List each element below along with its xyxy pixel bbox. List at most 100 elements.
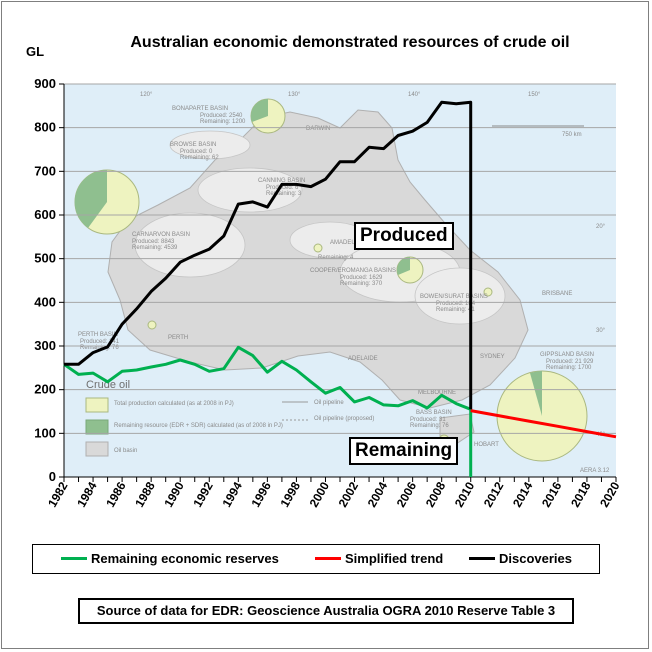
basin-produced-carnarvon: Produced: 8843 <box>132 239 175 245</box>
y-tick-label: 600 <box>34 207 56 222</box>
basin-label-perth: PERTH BASIN <box>78 332 118 338</box>
basin-label-cooper: COOPER/EROMANGA BASINS <box>310 268 396 274</box>
y-tick-label: 200 <box>34 382 56 397</box>
x-tick-label: 2020 <box>597 479 623 509</box>
basin-produced-bass: Produced: 31 <box>410 417 446 423</box>
basin-label-canning: CANNING BASIN <box>258 178 305 184</box>
x-tick-label: 1992 <box>190 479 216 509</box>
x-tick-label: 1988 <box>132 479 158 509</box>
map-legend-title: Crude oil <box>86 379 130 391</box>
basin-remaining-carnarvon: Remaining: 4539 <box>132 245 178 251</box>
legend-item-remaining: Remaining economic reserves <box>61 551 279 566</box>
basin-label-bonaparte: BONAPARTE BASIN <box>172 106 228 112</box>
pie-amadeus <box>313 243 323 253</box>
map-legend-pipeline-proposed: Oil pipeline (proposed) <box>314 416 374 422</box>
y-tick-label: 400 <box>34 294 56 309</box>
x-tick-label: 1984 <box>74 479 100 509</box>
map-legend-pipeline: Oil pipeline <box>314 400 344 406</box>
legend-label-discoveries: Discoveries <box>499 551 572 566</box>
map-legend-item-basin: Oil basin <box>114 448 137 454</box>
map-legend-item-production: Total production calculated (as at 2008 … <box>114 401 234 407</box>
longitude-label-140: 140° <box>408 92 421 98</box>
pie-carnarvon-remaining <box>74 169 107 228</box>
x-tick-label: 1994 <box>219 479 245 509</box>
basin-shape-bowen <box>414 267 506 325</box>
x-tick-label: 1998 <box>278 479 304 509</box>
basin-produced-gippsland: Produced: 21 929 <box>546 359 594 365</box>
y-axis-unit-label: GL <box>26 44 45 59</box>
map-legend-swatch-production <box>85 397 109 413</box>
latitude-label-20: 20° <box>596 224 606 230</box>
city-melbourne: MELBOURNE <box>418 390 456 396</box>
basin-remaining-browse: Remaining: 62 <box>180 155 219 161</box>
basin-produced-cooper: Produced: 1629 <box>340 275 383 281</box>
legend-swatch-discoveries <box>469 557 495 560</box>
data-series <box>63 100 617 477</box>
map-background: Crude oil Total production calculated (a… <box>64 84 616 477</box>
y-tick-label: 300 <box>34 338 56 353</box>
remaining-callout: Remaining <box>349 437 459 465</box>
x-tick-label: 2004 <box>365 479 391 509</box>
y-tick-label: 100 <box>34 425 56 440</box>
map-legend-swatch-basin <box>85 441 109 457</box>
series-line-simplified-trend <box>470 409 617 439</box>
basin-remaining-perth: Remaining: 76 <box>80 345 119 351</box>
x-tick-label: 1986 <box>103 479 129 509</box>
basin-remaining-cooper: Remaining: 370 <box>340 281 383 287</box>
city-hobart: HOBART <box>474 442 499 448</box>
basin-produced-bonaparte: Produced: 2540 <box>200 113 243 119</box>
x-tick-label: 2002 <box>336 479 362 509</box>
map-legend-item-remaining: Remaining resource (EDR + SDR) calculate… <box>114 423 283 429</box>
city-perth: PERTH <box>168 335 188 341</box>
basin-shape-browse <box>169 130 251 160</box>
x-tick-label: 1990 <box>161 479 187 509</box>
city-darwin: DARWIN <box>306 126 330 132</box>
basin-remaining-canning: Remaining: 3 <box>266 191 302 197</box>
basin-produced-perth: Produced: 141 <box>80 339 120 345</box>
x-tick-label: 2018 <box>568 479 594 509</box>
basin-remaining-bowen: Remaining: 41 <box>436 307 475 313</box>
pie-cooper-remaining <box>397 257 410 275</box>
basin-produced-canning: Produced: 6 <box>266 185 299 191</box>
x-tick-label: 2006 <box>394 479 420 509</box>
legend-label-remaining: Remaining economic reserves <box>91 551 279 566</box>
basin-remaining-gippsland: Remaining: 1700 <box>546 365 592 371</box>
pie-bowen <box>483 287 493 297</box>
source-note: Source of data for EDR: Geoscience Austr… <box>78 598 574 624</box>
legend-label-trend: Simplified trend <box>345 551 444 566</box>
map-figure-ref: AERA 3.12 <box>580 468 610 474</box>
x-tick-label: 2012 <box>481 479 507 509</box>
basin-shape-canning <box>197 167 303 213</box>
produced-callout: Produced <box>354 222 454 250</box>
basin-label-bass: BASS BASIN <box>416 410 452 416</box>
latitude-label-30: 30° <box>596 328 606 334</box>
city-adelaide: ADELAIDE <box>348 356 378 362</box>
basin-remaining-amadeus: Remaining: 4 <box>318 255 354 261</box>
y-tick-label: 900 <box>34 76 56 91</box>
city-brisbane: BRISBANE <box>542 291 572 297</box>
basin-produced-browse: Produced: 0 <box>180 149 213 155</box>
x-tick-label: 2010 <box>452 479 478 509</box>
map-legend-swatch-remaining <box>85 419 109 435</box>
pie-gippsland-remaining <box>530 371 542 416</box>
basin-produced-bowen: Produced: 184 <box>436 301 476 307</box>
longitude-label-130: 130° <box>288 92 301 98</box>
legend-item-discoveries: Discoveries <box>469 551 572 566</box>
x-tick-label: 1996 <box>248 479 274 509</box>
chart-legend: Remaining economic reserves Simplified t… <box>32 544 600 574</box>
x-tick-label: 2016 <box>539 479 565 509</box>
pie-perth <box>147 320 157 330</box>
y-tick-label: 700 <box>34 163 56 178</box>
x-tick-label: 2008 <box>423 479 449 509</box>
y-tick-label: 800 <box>34 120 56 135</box>
y-tick-label: 0 <box>49 469 56 484</box>
pie-bonaparte-remaining <box>250 98 268 122</box>
series-line-remaining-economic-reserves <box>63 345 473 477</box>
x-tick-label: 2014 <box>510 479 536 509</box>
legend-swatch-remaining <box>61 557 87 560</box>
basin-shape-carnarvon <box>134 212 246 278</box>
basin-label-bowen: BOWEN/SURAT BASINS <box>420 294 488 300</box>
map-scale-label: 750 km <box>562 132 582 138</box>
series-line-discoveries <box>64 100 473 410</box>
